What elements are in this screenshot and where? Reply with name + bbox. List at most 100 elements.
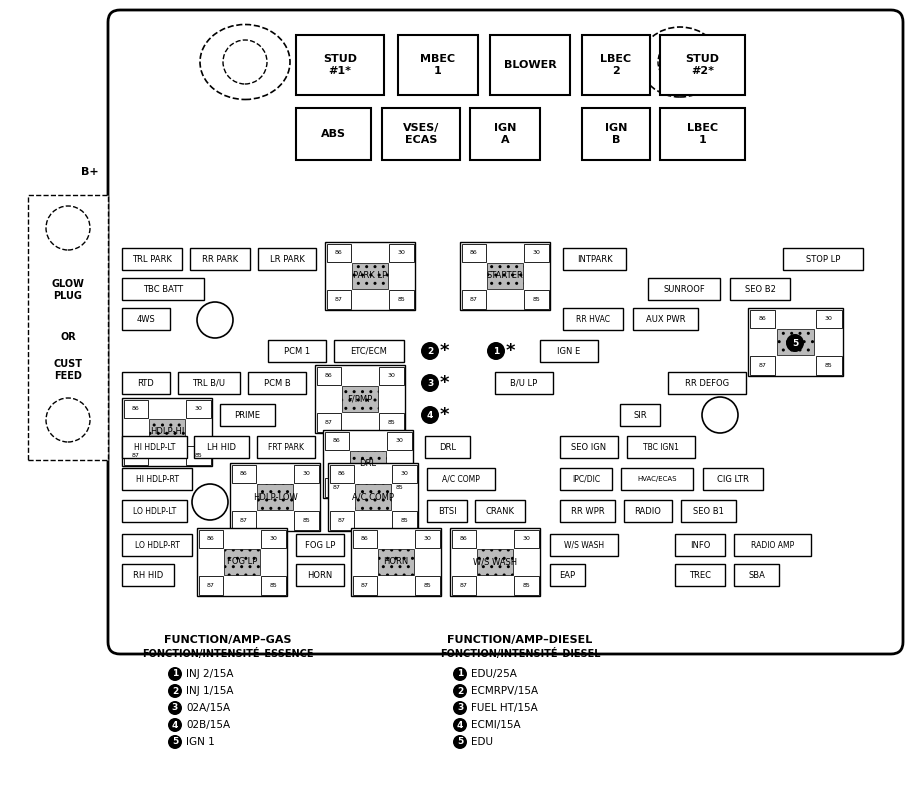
FancyBboxPatch shape xyxy=(261,530,285,548)
FancyBboxPatch shape xyxy=(749,356,775,375)
FancyBboxPatch shape xyxy=(257,436,315,458)
FancyBboxPatch shape xyxy=(230,463,320,531)
Text: 30: 30 xyxy=(398,250,405,255)
FancyBboxPatch shape xyxy=(816,310,842,328)
FancyBboxPatch shape xyxy=(248,372,306,394)
Text: RR DEFOG: RR DEFOG xyxy=(685,379,729,387)
Circle shape xyxy=(168,701,182,715)
Text: 4: 4 xyxy=(172,721,178,729)
Text: TREC: TREC xyxy=(689,570,711,580)
FancyBboxPatch shape xyxy=(392,511,417,530)
Text: 87: 87 xyxy=(470,297,478,302)
FancyBboxPatch shape xyxy=(258,485,292,509)
FancyBboxPatch shape xyxy=(198,530,223,548)
Text: INFO: INFO xyxy=(690,540,710,550)
Text: 85: 85 xyxy=(523,583,530,588)
Text: 85: 85 xyxy=(270,583,277,588)
Text: 2: 2 xyxy=(457,687,463,695)
Text: SIR: SIR xyxy=(633,410,647,420)
FancyBboxPatch shape xyxy=(353,530,377,548)
Text: RR PARK: RR PARK xyxy=(202,254,238,264)
Text: *: * xyxy=(440,406,450,424)
Text: FONCTION/INTENSITÉ–ESSENCE: FONCTION/INTENSITÉ–ESSENCE xyxy=(143,649,314,660)
Text: LBEC
1: LBEC 1 xyxy=(687,124,718,145)
Text: SBA: SBA xyxy=(748,570,765,580)
Text: B+: B+ xyxy=(81,167,99,177)
FancyBboxPatch shape xyxy=(703,468,763,490)
Text: *: * xyxy=(440,342,450,360)
Text: 86: 86 xyxy=(335,250,343,255)
FancyBboxPatch shape xyxy=(294,464,318,483)
FancyBboxPatch shape xyxy=(334,340,404,362)
Text: STARTER: STARTER xyxy=(486,272,524,280)
Text: 1: 1 xyxy=(457,669,463,679)
FancyBboxPatch shape xyxy=(415,576,440,595)
Text: SUNROOF: SUNROOF xyxy=(664,284,705,294)
Text: LH HID: LH HID xyxy=(207,443,236,451)
FancyBboxPatch shape xyxy=(660,108,745,160)
Text: 86: 86 xyxy=(470,250,477,255)
Text: PCM B: PCM B xyxy=(263,379,291,387)
FancyBboxPatch shape xyxy=(389,290,413,309)
Text: MBEC
1: MBEC 1 xyxy=(420,54,455,76)
FancyBboxPatch shape xyxy=(633,308,698,330)
Ellipse shape xyxy=(200,25,290,100)
FancyBboxPatch shape xyxy=(323,430,413,498)
FancyBboxPatch shape xyxy=(515,576,538,595)
Text: A/C COMP: A/C COMP xyxy=(442,474,480,483)
Text: 30: 30 xyxy=(824,316,833,322)
FancyBboxPatch shape xyxy=(186,399,210,418)
Text: HORN: HORN xyxy=(383,558,409,566)
Text: CIG LTR: CIG LTR xyxy=(717,474,749,483)
Text: 85: 85 xyxy=(388,420,395,425)
FancyBboxPatch shape xyxy=(415,530,440,548)
Circle shape xyxy=(168,684,182,698)
FancyBboxPatch shape xyxy=(540,340,598,362)
FancyBboxPatch shape xyxy=(352,264,388,288)
Text: HI HDLP-RT: HI HDLP-RT xyxy=(135,474,178,483)
FancyBboxPatch shape xyxy=(560,468,612,490)
Text: STUD
#2*: STUD #2* xyxy=(686,54,719,76)
Text: 86: 86 xyxy=(324,373,333,378)
Text: 30: 30 xyxy=(396,438,403,444)
Circle shape xyxy=(453,667,467,681)
FancyBboxPatch shape xyxy=(330,464,354,483)
FancyBboxPatch shape xyxy=(560,436,618,458)
FancyBboxPatch shape xyxy=(28,195,108,460)
FancyBboxPatch shape xyxy=(582,108,650,160)
Text: 85: 85 xyxy=(303,518,310,523)
FancyBboxPatch shape xyxy=(748,308,843,376)
FancyBboxPatch shape xyxy=(563,308,623,330)
Text: 85: 85 xyxy=(400,518,409,523)
Circle shape xyxy=(453,718,467,732)
FancyBboxPatch shape xyxy=(122,248,182,270)
Circle shape xyxy=(197,302,233,338)
Text: SEO B2: SEO B2 xyxy=(745,284,775,294)
Text: PRIME: PRIME xyxy=(235,410,260,420)
Text: HDLP-HI: HDLP-HI xyxy=(150,428,185,436)
Text: INJ 2/15A: INJ 2/15A xyxy=(186,669,233,679)
Text: RADIO: RADIO xyxy=(634,507,662,516)
FancyBboxPatch shape xyxy=(108,10,903,654)
FancyBboxPatch shape xyxy=(350,451,386,477)
FancyBboxPatch shape xyxy=(550,564,585,586)
Text: HI HDLP-LT: HI HDLP-LT xyxy=(133,443,175,451)
FancyBboxPatch shape xyxy=(122,278,204,300)
Text: LO HDLP-LT: LO HDLP-LT xyxy=(133,507,176,516)
FancyBboxPatch shape xyxy=(122,564,174,586)
Text: 5: 5 xyxy=(172,737,178,747)
FancyBboxPatch shape xyxy=(122,534,192,556)
Text: RR HVAC: RR HVAC xyxy=(576,314,610,323)
Text: TRL B/U: TRL B/U xyxy=(193,379,226,387)
FancyBboxPatch shape xyxy=(197,528,287,596)
FancyBboxPatch shape xyxy=(450,528,540,596)
Text: B/U LP: B/U LP xyxy=(510,379,537,387)
FancyBboxPatch shape xyxy=(427,468,495,490)
FancyBboxPatch shape xyxy=(326,243,351,262)
Circle shape xyxy=(168,735,182,749)
Circle shape xyxy=(453,735,467,749)
Circle shape xyxy=(421,342,439,360)
Text: IGN 1: IGN 1 xyxy=(186,737,215,747)
Circle shape xyxy=(46,206,90,250)
Text: SEO B1: SEO B1 xyxy=(693,507,724,516)
